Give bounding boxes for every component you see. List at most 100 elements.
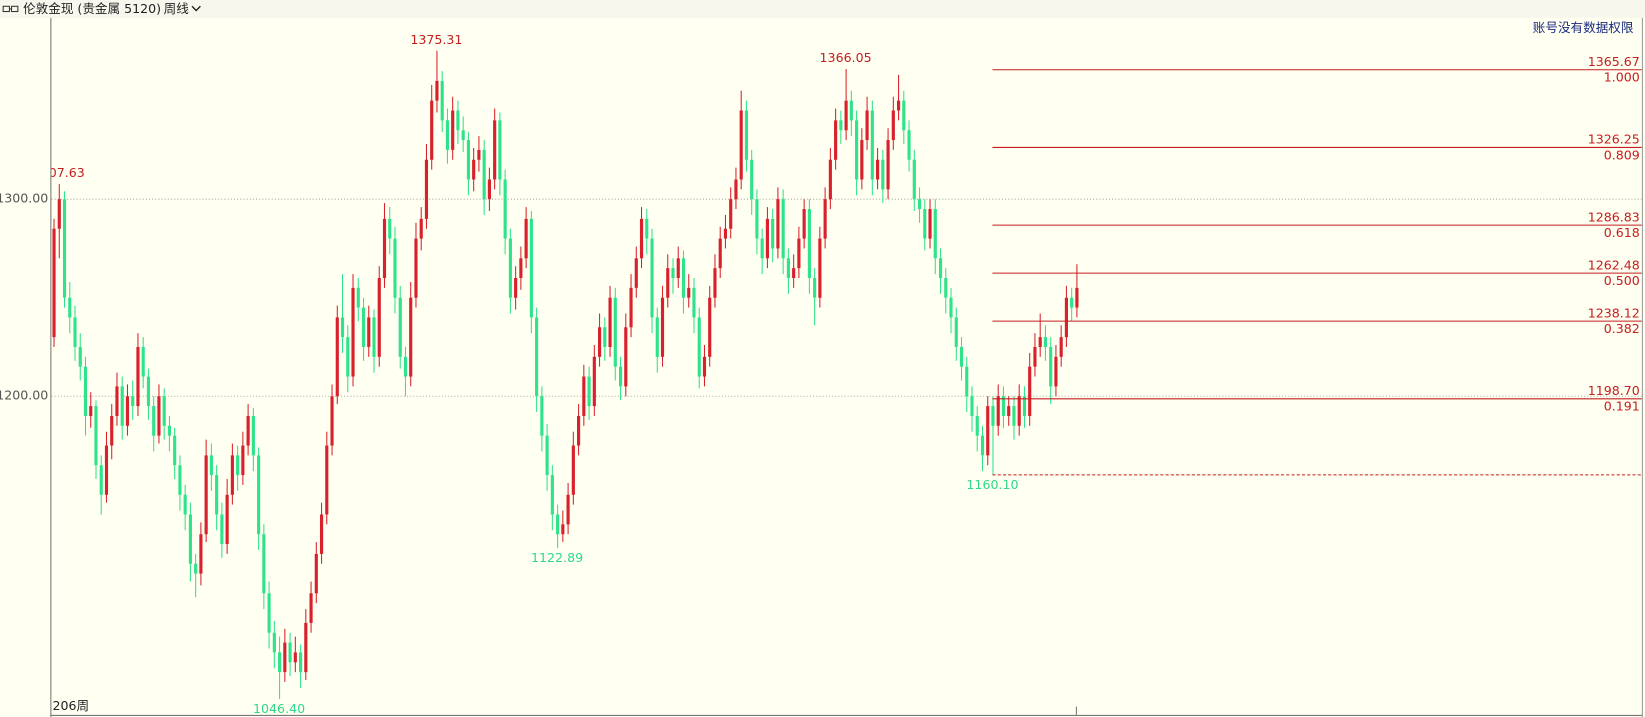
candle-body: [230, 455, 234, 495]
candle-body: [760, 238, 764, 259]
candle-body: [828, 159, 832, 200]
candle-body: [870, 110, 874, 180]
candle-body: [162, 396, 166, 426]
candle-body: [435, 80, 439, 101]
candle-body: [461, 130, 465, 141]
low-label: 1046.40: [253, 701, 305, 716]
candle-body: [262, 534, 266, 594]
candle-body: [115, 386, 119, 416]
candle-body: [786, 258, 790, 279]
candle-body: [1075, 287, 1079, 308]
candle-body: [802, 209, 806, 239]
candle-body: [603, 327, 607, 347]
candle-body: [681, 258, 686, 298]
candle-body: [125, 396, 130, 426]
candle-body: [755, 199, 759, 239]
candle-body: [466, 140, 470, 180]
candle-body: [781, 199, 785, 259]
period-selector[interactable]: 周线: [164, 1, 190, 16]
candle-body: [1064, 297, 1068, 338]
candle-body: [577, 415, 581, 446]
candle-body: [676, 258, 680, 279]
candle-body: [272, 632, 276, 653]
candle-body: [225, 494, 229, 545]
candle-body: [430, 100, 434, 160]
candle-body: [456, 110, 460, 131]
y-tick-label: 1200.00: [0, 388, 48, 403]
candle-body: [1049, 346, 1053, 387]
candle-body: [954, 317, 958, 347]
low-label: 1122.89: [531, 550, 583, 565]
high-label: 1307.63: [33, 165, 85, 180]
candle-body: [907, 130, 911, 160]
candle-body: [57, 199, 61, 229]
candle-body: [304, 622, 308, 673]
candle-body: [319, 514, 324, 554]
candle-body: [959, 346, 964, 367]
candle-body: [1007, 406, 1011, 416]
candle-body: [1022, 396, 1027, 416]
candle-body: [351, 287, 355, 377]
candle-body: [209, 455, 213, 476]
candle-body: [876, 159, 880, 180]
candle-body: [110, 415, 114, 446]
candle-body: [697, 317, 701, 377]
bar-count: 206周: [52, 698, 89, 713]
candle-body: [896, 100, 901, 111]
candle-body: [283, 642, 287, 673]
candle-body: [325, 445, 329, 515]
candle-body: [388, 218, 392, 239]
candle-body: [524, 218, 528, 259]
candle-body: [629, 287, 633, 328]
candle-body: [902, 100, 906, 131]
candle-body: [1038, 337, 1042, 347]
candle-body: [298, 652, 303, 673]
candle-body: [482, 149, 486, 200]
candle-body: [550, 475, 554, 515]
candle-body: [933, 209, 937, 259]
candle-body: [288, 642, 292, 663]
candle-body: [844, 100, 848, 131]
high-label: 1366.05: [820, 50, 872, 65]
candle-body: [131, 396, 135, 407]
candle-body: [241, 445, 245, 476]
candle-body: [146, 376, 151, 407]
fib-ratio-label: 0.382: [1604, 321, 1640, 336]
candle-body: [419, 218, 423, 239]
fib-ratio-label: 0.809: [1604, 147, 1640, 162]
candle-body: [545, 435, 549, 476]
candle-body: [734, 179, 738, 200]
candle-body: [52, 228, 56, 338]
y-tick-label: 1300.00: [0, 191, 48, 206]
candle-body: [765, 218, 769, 259]
candle-body: [424, 159, 429, 219]
candle-body: [440, 80, 444, 121]
candle-body: [582, 376, 586, 416]
fib-price-label: 1238.12: [1588, 305, 1640, 320]
candle-body: [928, 209, 932, 239]
candle-body: [718, 238, 722, 269]
candle-body: [650, 238, 654, 318]
fib-price-label: 1326.25: [1588, 132, 1640, 147]
fib-ratio-label: 0.191: [1604, 399, 1640, 414]
candle-body: [938, 258, 943, 279]
candle-body: [975, 415, 979, 436]
candle-body: [834, 120, 838, 160]
candle-body: [865, 110, 869, 141]
dropdown-chevron[interactable]: [191, 5, 201, 12]
header-title: 伦敦金现 (贵金属 5120): [23, 1, 161, 16]
candle-body: [639, 218, 644, 259]
candle-body: [1012, 406, 1016, 426]
candle-body: [739, 110, 743, 180]
candle-body: [493, 120, 497, 180]
candle-body: [173, 435, 177, 466]
candle-body: [73, 317, 77, 347]
candle-body: [855, 120, 859, 180]
candle-body: [377, 278, 381, 357]
candle-body: [839, 120, 843, 131]
fib-ratio-label: 0.618: [1604, 225, 1640, 240]
candle-body: [178, 465, 182, 495]
